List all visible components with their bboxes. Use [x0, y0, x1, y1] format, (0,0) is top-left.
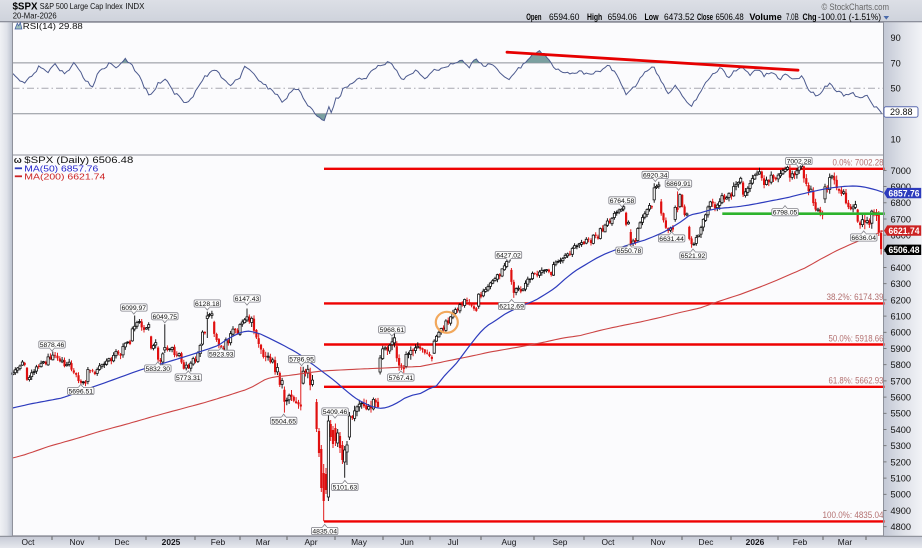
svg-text:0.0%: 7002.28: 0.0%: 7002.28 [833, 158, 884, 168]
svg-text:6300: 6300 [891, 279, 911, 289]
svg-text:90: 90 [891, 33, 901, 43]
svg-text:6621.74: 6621.74 [889, 226, 920, 236]
svg-text:Open: Open [526, 12, 541, 22]
svg-text:6147.43: 6147.43 [235, 296, 260, 303]
svg-text:Mar: Mar [256, 537, 271, 547]
svg-text:6700: 6700 [891, 214, 911, 224]
svg-text:6099.97: 6099.97 [122, 305, 147, 312]
svg-text:7.0B: 7.0B [786, 12, 799, 22]
svg-text:Jul: Jul [448, 537, 459, 547]
svg-text:Aug: Aug [502, 537, 517, 547]
svg-text:S&P 500 Large Cap Index: S&P 500 Large Cap Index [40, 1, 124, 11]
svg-text:5100: 5100 [891, 474, 911, 484]
svg-text:RSI(14) 29.88: RSI(14) 29.88 [23, 21, 83, 31]
svg-text:6506.48: 6506.48 [889, 245, 920, 255]
svg-text:6857.76: 6857.76 [889, 188, 920, 198]
svg-text:5400: 5400 [891, 425, 911, 435]
svg-text:6869.91: 6869.91 [666, 181, 691, 188]
svg-text:Apr: Apr [304, 537, 317, 547]
svg-text:50: 50 [891, 84, 901, 94]
svg-text:4835.04: 4835.04 [312, 529, 337, 536]
svg-text:INDX: INDX [125, 1, 144, 11]
svg-text:2025: 2025 [162, 537, 181, 547]
svg-text:6594.06: 6594.06 [608, 12, 637, 22]
svg-text:6550.78: 6550.78 [617, 248, 642, 255]
svg-text:6400: 6400 [891, 263, 911, 273]
svg-text:Oct: Oct [21, 537, 35, 547]
svg-text:5786.95: 5786.95 [289, 357, 314, 364]
svg-text:5923.93: 5923.93 [209, 351, 234, 358]
svg-text:20-Mar-2026: 20-Mar-2026 [13, 11, 57, 20]
svg-text:6798.05: 6798.05 [773, 210, 798, 217]
svg-text:6212.69: 6212.69 [499, 304, 524, 311]
svg-text:4800: 4800 [891, 522, 911, 532]
svg-text:Nov: Nov [651, 537, 667, 547]
svg-text:Jun: Jun [400, 537, 414, 547]
svg-text:6521.92: 6521.92 [681, 253, 706, 260]
svg-text:5800: 5800 [891, 360, 911, 370]
svg-text:4900: 4900 [891, 506, 911, 516]
svg-text:May: May [351, 537, 368, 547]
svg-text:© StockCharts.com: © StockCharts.com [822, 2, 890, 12]
svg-text:Nov: Nov [70, 537, 86, 547]
svg-text:5900: 5900 [891, 344, 911, 354]
svg-text:5409.46: 5409.46 [323, 409, 348, 416]
svg-text:Feb: Feb [793, 537, 808, 547]
svg-text:6764.58: 6764.58 [610, 198, 635, 205]
svg-text:Dec: Dec [699, 537, 714, 547]
svg-text:6800: 6800 [891, 198, 911, 208]
svg-text:7000: 7000 [891, 166, 911, 176]
svg-text:Volume: Volume [749, 12, 781, 22]
svg-text:7002.28: 7002.28 [787, 159, 812, 166]
svg-text:-100.01 (-1.51%): -100.01 (-1.51%) [818, 12, 881, 22]
svg-text:6049.75: 6049.75 [153, 314, 178, 321]
svg-text:Low: Low [645, 12, 660, 22]
svg-text:2026: 2026 [746, 537, 765, 547]
svg-text:5878.46: 5878.46 [40, 342, 65, 349]
svg-text:6631.44: 6631.44 [659, 236, 684, 243]
svg-text:5000: 5000 [891, 490, 911, 500]
svg-text:61.8%: 5662.93: 61.8%: 5662.93 [829, 376, 884, 386]
svg-text:6000: 6000 [891, 328, 911, 338]
svg-text:5700: 5700 [891, 376, 911, 386]
svg-text:29.88: 29.88 [890, 107, 913, 117]
svg-text:6473.52: 6473.52 [664, 12, 694, 22]
svg-text:70: 70 [891, 58, 901, 68]
svg-text:5500: 5500 [891, 409, 911, 419]
svg-text:5767.41: 5767.41 [389, 375, 414, 382]
svg-text:6594.60: 6594.60 [549, 12, 579, 22]
svg-text:6427.02: 6427.02 [496, 253, 521, 260]
svg-text:6506.48: 6506.48 [716, 12, 744, 22]
svg-text:38.2%: 6174.39: 38.2%: 6174.39 [827, 292, 884, 302]
svg-text:5832.30: 5832.30 [146, 366, 171, 373]
svg-text:5200: 5200 [891, 457, 911, 467]
svg-text:MA(200) 6621.74: MA(200) 6621.74 [24, 171, 105, 181]
svg-text:5696.51: 5696.51 [69, 389, 94, 396]
svg-text:100.0%: 4835.04: 100.0%: 4835.04 [823, 510, 884, 520]
svg-text:Mar: Mar [838, 537, 853, 547]
svg-text:5101.63: 5101.63 [333, 485, 358, 492]
svg-text:6200: 6200 [891, 295, 911, 305]
svg-text:5968.61: 5968.61 [380, 327, 405, 334]
svg-text:Oct: Oct [601, 537, 615, 547]
svg-text:10: 10 [891, 134, 901, 144]
svg-text:5300: 5300 [891, 441, 911, 451]
svg-text:5504.65: 5504.65 [271, 418, 296, 425]
svg-text:6100: 6100 [891, 312, 911, 322]
svg-text:5600: 5600 [891, 393, 911, 403]
svg-text:Dec: Dec [115, 537, 130, 547]
svg-text:Sep: Sep [553, 537, 568, 547]
svg-text:Close: Close [697, 12, 713, 22]
svg-text:50.0%: 5918.66: 50.0%: 5918.66 [829, 333, 884, 343]
svg-text:6920.34: 6920.34 [643, 172, 668, 179]
svg-text:Chg: Chg [803, 12, 817, 22]
svg-text:High: High [587, 12, 602, 22]
svg-text:5773.31: 5773.31 [176, 375, 201, 382]
svg-text:6128.18: 6128.18 [195, 301, 220, 308]
svg-text:6636.04: 6636.04 [851, 235, 876, 242]
svg-text:Feb: Feb [211, 537, 226, 547]
svg-text:ω: ω [14, 155, 22, 166]
